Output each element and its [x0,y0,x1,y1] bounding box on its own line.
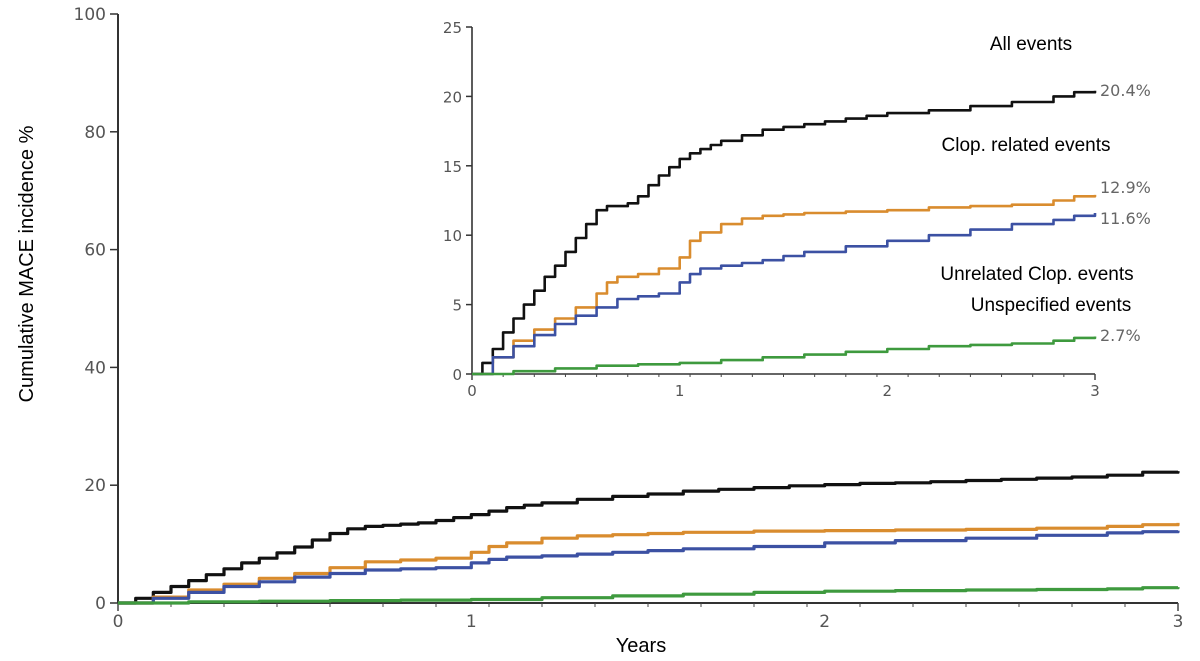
series-line-unspecified [118,586,1180,605]
y-tick-label: 60 [84,241,106,261]
end-label-clop-related-events: 12.9% [1100,178,1151,197]
y-tick-label: 100 [74,5,106,25]
y-tick-label: 20 [443,88,462,106]
annotation-unrelated-clop-events: Unrelated Clop. events [940,264,1133,285]
series-line-unrelated [118,530,1180,605]
annotation-clop-related-events: Clop. related events [942,135,1111,156]
x-tick-label: 1 [675,382,685,400]
y-tick-label: 15 [443,158,462,176]
x-tick-label: 0 [113,612,124,632]
end-label-all-events: 20.4% [1100,81,1151,100]
x-tick-label: 2 [883,382,893,400]
y-tick-label: 5 [452,297,462,315]
series-line-unspecified [472,336,1097,376]
main-series [118,470,1180,605]
inset-background [423,8,1200,410]
end-label-unrelated-clop-events: 11.6% [1100,209,1151,228]
y-tick-label: 20 [84,476,106,496]
x-tick-label: 3 [1173,612,1184,632]
inset-axes: 0 5 10 15 20 25 0 1 2 3 [443,19,1100,400]
y-tick-label: 0 [452,366,462,384]
x-tick-label: 1 [466,612,477,632]
x-tick-label: 3 [1090,382,1100,400]
x-axis-title: Years [616,635,666,657]
series-line-related [118,522,1180,605]
series-line-related [472,194,1097,376]
series-line-unrelated [472,213,1097,376]
y-tick-label: 80 [84,123,106,143]
y-tick-label: 10 [443,227,462,245]
x-tick-label: 0 [467,382,477,400]
series-line-all [118,470,1180,605]
series-line-all [472,90,1097,376]
y-tick-label: 25 [443,19,462,37]
end-label-unspecified-events: 2.7% [1100,326,1141,345]
inset-series [472,90,1097,376]
annotation-all-events: All events [990,34,1072,55]
y-axis-title: Cumulative MACE incidence % [16,125,38,402]
y-tick-label: 0 [95,594,106,614]
inset-plot: 0 5 10 15 20 25 0 1 2 3 All events Clop. related … [423,8,1200,410]
annotation-unspecified-events: Unspecified events [971,295,1132,316]
y-tick-label: 40 [84,358,106,378]
x-tick-label: 2 [819,612,830,632]
